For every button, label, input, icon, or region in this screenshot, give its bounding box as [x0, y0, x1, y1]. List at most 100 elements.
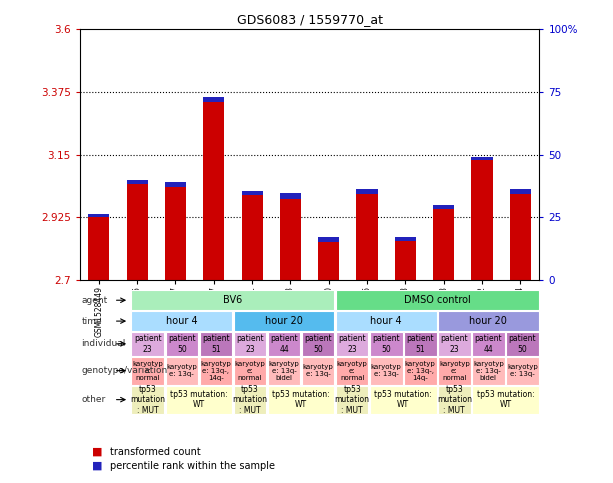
Text: karyotyp
e: 13q-,
14q-: karyotyp e: 13q-, 14q-	[200, 361, 231, 381]
Bar	[234, 311, 335, 331]
Text: transformed count: transformed count	[110, 447, 201, 456]
Bar	[370, 332, 403, 355]
Bar	[506, 357, 539, 384]
Text: karyotyp
e: 13q-,
14q-: karyotyp e: 13q-, 14q-	[405, 361, 436, 381]
Text: hour 20: hour 20	[265, 316, 303, 326]
Text: patient
50: patient 50	[509, 334, 536, 354]
Text: patient
50: patient 50	[304, 334, 332, 354]
Title: GDS6083 / 1559770_at: GDS6083 / 1559770_at	[237, 14, 383, 27]
Bar	[131, 386, 164, 413]
Text: karyotyp
e:
normal: karyotyp e: normal	[439, 361, 470, 381]
Text: patient
50: patient 50	[168, 334, 196, 354]
Text: percentile rank within the sample: percentile rank within the sample	[110, 461, 275, 471]
Bar	[127, 184, 148, 280]
Bar	[131, 290, 335, 310]
Text: ■: ■	[92, 447, 102, 456]
Text: karyotyp
e:
normal: karyotyp e: normal	[337, 361, 368, 381]
Bar	[280, 193, 301, 199]
Text: tp53 mutation:
WT: tp53 mutation: WT	[375, 390, 432, 409]
Bar	[438, 311, 539, 331]
Text: genotype/variation: genotype/variation	[82, 366, 167, 375]
Bar	[204, 97, 224, 101]
Bar	[510, 189, 531, 194]
Text: tp53 mutation:
WT: tp53 mutation: WT	[272, 390, 330, 409]
Bar	[404, 357, 436, 384]
Text: tp53
mutation
: MUT: tp53 mutation : MUT	[232, 385, 267, 414]
Text: patient
51: patient 51	[202, 334, 230, 354]
Text: karyotyp
e:
normal: karyotyp e: normal	[235, 361, 265, 381]
Text: DMSO control: DMSO control	[404, 295, 471, 305]
Bar	[472, 332, 504, 355]
Bar	[357, 189, 378, 194]
Text: hour 20: hour 20	[470, 316, 508, 326]
Bar	[472, 386, 539, 413]
Bar	[336, 357, 368, 384]
Text: tp53
mutation
: MUT: tp53 mutation : MUT	[131, 385, 166, 414]
Text: karyotyp
e: 13q-
bidel: karyotyp e: 13q- bidel	[268, 361, 299, 381]
Bar	[336, 290, 539, 310]
Bar	[357, 194, 378, 280]
Text: hour 4: hour 4	[370, 316, 402, 326]
Bar	[280, 199, 301, 280]
Bar	[242, 191, 262, 195]
Text: hour 4: hour 4	[166, 316, 197, 326]
Bar	[302, 332, 335, 355]
Bar	[131, 332, 164, 355]
Bar	[165, 182, 186, 186]
Bar	[336, 332, 368, 355]
Bar	[165, 186, 186, 280]
Bar	[433, 205, 454, 209]
Bar	[506, 332, 539, 355]
Text: other: other	[82, 395, 105, 404]
Text: tp53 mutation:
WT: tp53 mutation: WT	[476, 390, 534, 409]
Bar	[438, 357, 471, 384]
Bar	[166, 357, 198, 384]
Text: agent: agent	[82, 296, 108, 305]
Bar	[88, 217, 109, 280]
Bar	[370, 386, 436, 413]
Text: patient
23: patient 23	[441, 334, 468, 354]
Bar	[268, 332, 300, 355]
Bar	[131, 311, 232, 331]
Bar	[395, 237, 416, 241]
Bar	[200, 357, 232, 384]
Text: patient
50: patient 50	[372, 334, 400, 354]
Bar	[318, 238, 339, 242]
Bar	[234, 386, 266, 413]
Bar	[370, 357, 403, 384]
Bar	[438, 386, 471, 413]
Bar	[471, 160, 492, 280]
Text: karyotyp
e:
normal: karyotyp e: normal	[132, 361, 163, 381]
Text: tp53
mutation
: MUT: tp53 mutation : MUT	[437, 385, 472, 414]
Bar	[395, 241, 416, 280]
Bar	[204, 101, 224, 280]
Text: BV6: BV6	[223, 295, 243, 305]
Bar	[242, 195, 262, 280]
Bar	[404, 332, 436, 355]
Bar	[166, 386, 232, 413]
Bar	[510, 194, 531, 280]
Text: karyotyp
e: 13q-: karyotyp e: 13q-	[303, 364, 333, 377]
Text: time: time	[82, 316, 102, 326]
Bar	[472, 357, 504, 384]
Text: karyotyp
e: 13q-
bidel: karyotyp e: 13q- bidel	[473, 361, 504, 381]
Bar	[336, 311, 436, 331]
Text: ■: ■	[92, 461, 102, 471]
Text: tp53 mutation:
WT: tp53 mutation: WT	[170, 390, 227, 409]
Bar	[166, 332, 198, 355]
Text: patient
23: patient 23	[338, 334, 366, 354]
Bar	[268, 357, 300, 384]
Text: karyotyp
e: 13q-: karyotyp e: 13q-	[371, 364, 402, 377]
Text: patient
23: patient 23	[134, 334, 162, 354]
Text: patient
44: patient 44	[270, 334, 298, 354]
Bar	[433, 209, 454, 280]
Bar	[88, 214, 109, 217]
Bar	[131, 357, 164, 384]
Text: karyotyp
e: 13q-: karyotyp e: 13q-	[167, 364, 197, 377]
Text: patient
23: patient 23	[236, 334, 264, 354]
Bar	[127, 180, 148, 184]
Bar	[234, 357, 266, 384]
Bar	[200, 332, 232, 355]
Bar	[336, 386, 368, 413]
Text: tp53
mutation
: MUT: tp53 mutation : MUT	[335, 385, 370, 414]
